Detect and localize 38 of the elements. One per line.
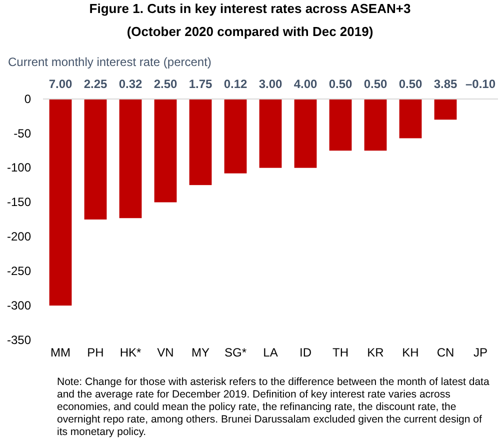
x-tick-label: JP [473,346,488,360]
chart-subtitle: (October 2020 compared with Dec 2019) [126,24,374,39]
text: 4.00 [294,77,318,91]
y-tick-label: -350 [6,332,32,347]
y-tick-label: 0 [24,92,32,106]
text: 3.85 [434,77,458,91]
text: 2.25 [84,77,108,91]
x-tick-label: LA [263,346,278,360]
x-tick-label: CN [436,346,454,360]
chart-title: Figure 1. Cuts in key interest rates across ASEAN+3 [89,1,411,16]
x-tick-label: ID [300,346,312,360]
text: 0.50 [398,77,422,91]
y-tick-label: -50 [14,126,32,140]
text: 0.12 [224,77,248,91]
y-tick-label: -100 [6,160,32,175]
y-axis-title: Current monthly interest rate (percent) [8,55,212,69]
x-tick-label: KR [367,346,384,360]
y-tick-label: -200 [6,230,32,244]
x-tick-label: PH [87,346,104,360]
text: Note: Change for those with asterisk refers to the difference between the month of latest data and the average rate for December 2019. Definition of key interest rate varies across economies, and could mean the policy rate, the refinancing rate, the discount rate, the overnight repo rate, among others. Brunei Darussalam excluded given the current design of its monetary policy. [57,376,490,438]
y-tick-label: -300 [6,298,32,312]
x-tick-label: MY [192,346,210,360]
text: 0.50 [328,77,352,91]
x-tick-label: VN [157,346,174,360]
x-tick-label: HK* [120,346,142,360]
text: 7.00 [48,77,72,91]
x-tick-label: MM [50,346,70,360]
x-tick-label: KH [402,346,419,360]
text: 2.50 [154,77,178,91]
y-tick-label: -150 [6,195,32,210]
x-tick-label: SG* [224,346,247,360]
text: 0.50 [364,77,388,91]
text: 0.32 [118,77,142,91]
text: –0.10 [465,77,496,91]
text: 3.00 [258,77,282,91]
y-tick-label: -250 [6,264,32,278]
x-tick-label: TH [332,346,348,360]
text: 1.75 [188,77,212,91]
